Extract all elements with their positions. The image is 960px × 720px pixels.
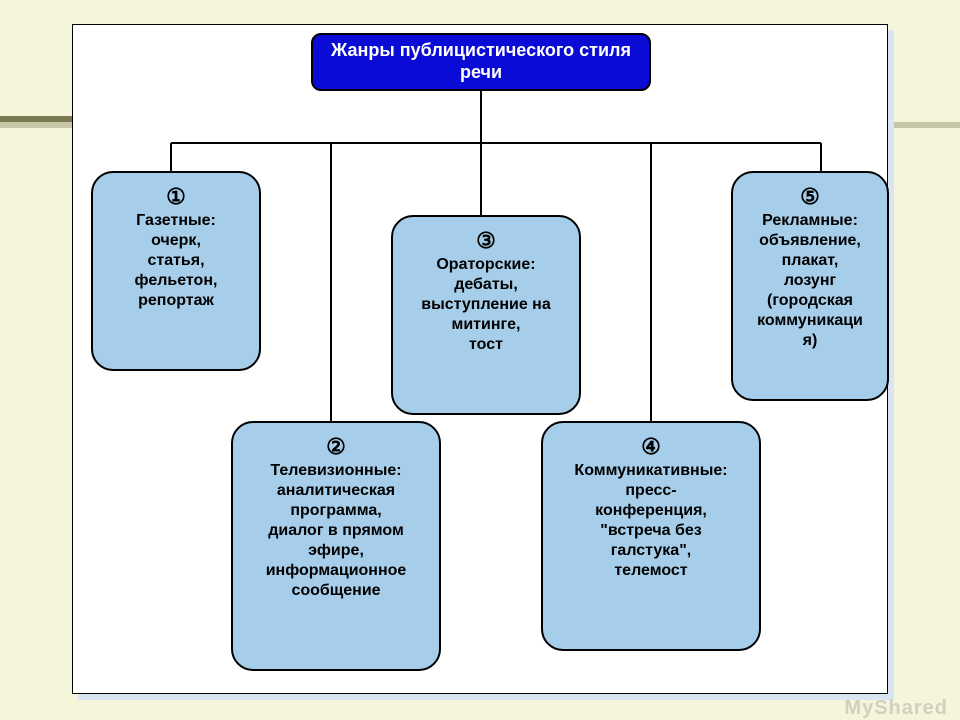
- node-4-number: ④: [551, 433, 751, 461]
- node-4: ④Коммуникативные: пресс- конференция, "в…: [541, 421, 761, 651]
- node-1-number: ①: [101, 183, 251, 211]
- accent-bar-dark: [0, 116, 72, 122]
- page: Жанры публицистического стиля речи ①Газе…: [0, 0, 960, 720]
- node-3-number: ③: [401, 227, 571, 255]
- node-5-label: Рекламные: объявление, плакат, лозунг (г…: [741, 211, 879, 351]
- connector-line: [171, 142, 821, 144]
- node-1: ①Газетные: очерк, статья, фельетон, репо…: [91, 171, 261, 371]
- watermark: MyShared: [844, 697, 948, 720]
- root-label: Жанры публицистического стиля речи: [331, 40, 631, 83]
- node-3: ③Ораторские: дебаты, выступление на мити…: [391, 215, 581, 415]
- connector-line: [170, 143, 172, 171]
- node-5-number: ⑤: [741, 183, 879, 211]
- connector-line: [330, 143, 332, 421]
- connector-line: [820, 143, 822, 171]
- node-5: ⑤Рекламные: объявление, плакат, лозунг (…: [731, 171, 889, 401]
- connector-line: [650, 143, 652, 421]
- node-3-label: Ораторские: дебаты, выступление на митин…: [401, 255, 571, 355]
- node-2-number: ②: [241, 433, 431, 461]
- node-4-label: Коммуникативные: пресс- конференция, "вс…: [551, 461, 751, 581]
- node-2: ②Телевизионные: аналитическая программа,…: [231, 421, 441, 671]
- node-1-label: Газетные: очерк, статья, фельетон, репор…: [101, 211, 251, 311]
- node-2-label: Телевизионные: аналитическая программа, …: [241, 461, 431, 601]
- chart-area: Жанры публицистического стиля речи ①Газе…: [72, 24, 888, 694]
- root-node: Жанры публицистического стиля речи: [311, 33, 651, 91]
- connector-line: [480, 89, 482, 143]
- connector-line: [480, 143, 482, 215]
